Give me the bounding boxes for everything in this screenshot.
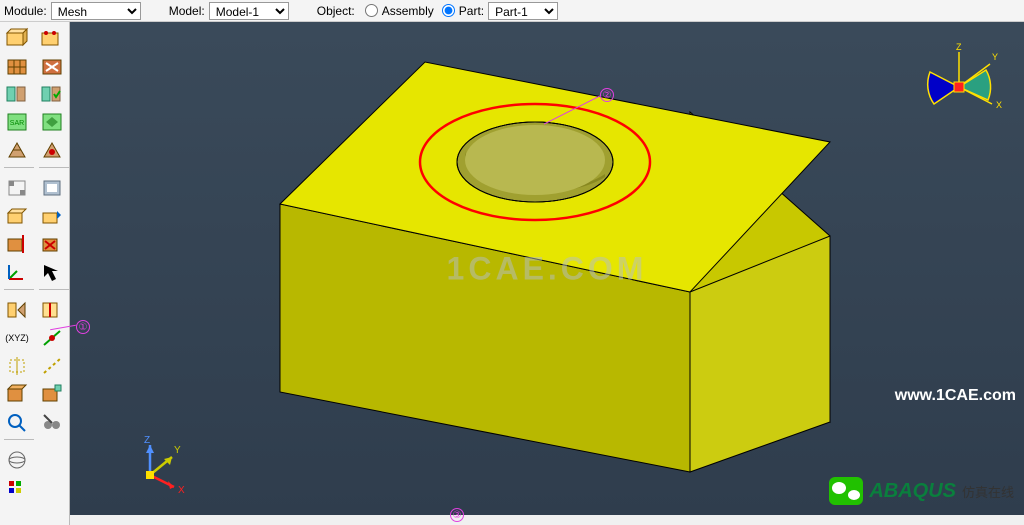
separator bbox=[39, 289, 69, 293]
assembly-radio-label: Assembly bbox=[382, 4, 434, 18]
svg-text:Z: Z bbox=[956, 42, 962, 52]
orientation-icon[interactable] bbox=[2, 381, 32, 407]
view-orientation-triad-icon[interactable]: X Y Z bbox=[914, 42, 1004, 132]
annotation-3-marker: ③ bbox=[450, 508, 464, 522]
wireframe-icon[interactable] bbox=[2, 447, 32, 473]
seed-edge-icon[interactable] bbox=[37, 25, 67, 51]
svg-text:Y: Y bbox=[174, 445, 181, 456]
object-label: Object: bbox=[317, 4, 355, 18]
select-options-icon[interactable] bbox=[37, 259, 67, 285]
partition-edge-icon[interactable] bbox=[37, 297, 67, 323]
part-combo[interactable]: Part-1 bbox=[488, 2, 558, 20]
delete-virtual-icon[interactable] bbox=[37, 231, 67, 257]
mesh-part-icon[interactable] bbox=[2, 137, 32, 163]
collapse-edge-icon[interactable] bbox=[37, 109, 67, 135]
mesh-region-icon[interactable] bbox=[2, 175, 32, 201]
create-surface-icon[interactable] bbox=[37, 175, 67, 201]
color-code-icon[interactable] bbox=[2, 475, 32, 501]
separator bbox=[4, 439, 34, 443]
model-label: Model: bbox=[169, 4, 205, 18]
axis-triad-icon[interactable]: X Y Z bbox=[130, 435, 190, 495]
assign-mesh-icon[interactable] bbox=[2, 53, 32, 79]
svg-text:Z: Z bbox=[144, 435, 150, 446]
viewport[interactable]: X Y Z X Y Z 1CAE.COM www.1CAE.com ABAQUS… bbox=[70, 22, 1024, 515]
verify-mesh-icon[interactable] bbox=[37, 81, 67, 107]
part-radio-label: Part: bbox=[459, 4, 484, 18]
edit-feature-icon[interactable] bbox=[37, 409, 67, 435]
mesh-controls-icon[interactable] bbox=[37, 137, 67, 163]
partition-face-icon[interactable]: SAR bbox=[2, 109, 32, 135]
wechat-icon bbox=[829, 477, 863, 505]
delete-seeds-icon[interactable] bbox=[37, 53, 67, 79]
module-label: Module: bbox=[4, 4, 47, 18]
material-assignment-icon[interactable] bbox=[37, 381, 67, 407]
part-radio[interactable] bbox=[442, 4, 455, 17]
footer-brand: ABAQUS 仿真在线 bbox=[829, 477, 1014, 505]
xyz-label-icon[interactable]: (XYZ) bbox=[2, 325, 32, 351]
partition-tool-icon[interactable] bbox=[2, 297, 32, 323]
model-combo[interactable]: Model-1 bbox=[209, 2, 289, 20]
module-combo[interactable]: Mesh bbox=[51, 2, 141, 20]
annotation-2-marker: ② bbox=[600, 88, 614, 102]
separator bbox=[39, 167, 69, 171]
virtual-topology-icon[interactable] bbox=[2, 231, 32, 257]
context-toolbar: Module: Mesh Model: Model-1 Object: Asse… bbox=[0, 0, 1024, 22]
svg-text:X: X bbox=[996, 100, 1002, 110]
assembly-radio[interactable] bbox=[365, 4, 378, 17]
toolbox-col-1: SAR (XYZ) bbox=[0, 22, 35, 525]
annotation-1-marker: ① bbox=[76, 320, 90, 334]
model-3d-render bbox=[70, 22, 1024, 515]
object-radio-group: Assembly Part: bbox=[359, 4, 484, 18]
separator bbox=[4, 289, 34, 293]
seed-part-icon[interactable] bbox=[2, 25, 32, 51]
svg-text:SAR: SAR bbox=[10, 120, 24, 127]
toolbox-col-2 bbox=[35, 22, 70, 525]
datum-axis-icon[interactable] bbox=[37, 353, 67, 379]
svg-text:(XYZ): (XYZ) bbox=[5, 333, 29, 343]
set-rename-icon[interactable] bbox=[37, 203, 67, 229]
partition-cell-icon[interactable] bbox=[2, 81, 32, 107]
brand-cn: 仿真在线 bbox=[962, 482, 1014, 501]
svg-text:Y: Y bbox=[992, 52, 998, 62]
datum-plane-icon[interactable] bbox=[2, 353, 32, 379]
separator bbox=[4, 167, 34, 171]
create-set-icon[interactable] bbox=[2, 203, 32, 229]
toolbox: SAR (XYZ) bbox=[0, 22, 70, 525]
brand-abaqus: ABAQUS bbox=[869, 480, 956, 503]
datum-csys-icon[interactable] bbox=[2, 259, 32, 285]
query-icon[interactable] bbox=[2, 409, 32, 435]
svg-text:X: X bbox=[178, 485, 185, 495]
